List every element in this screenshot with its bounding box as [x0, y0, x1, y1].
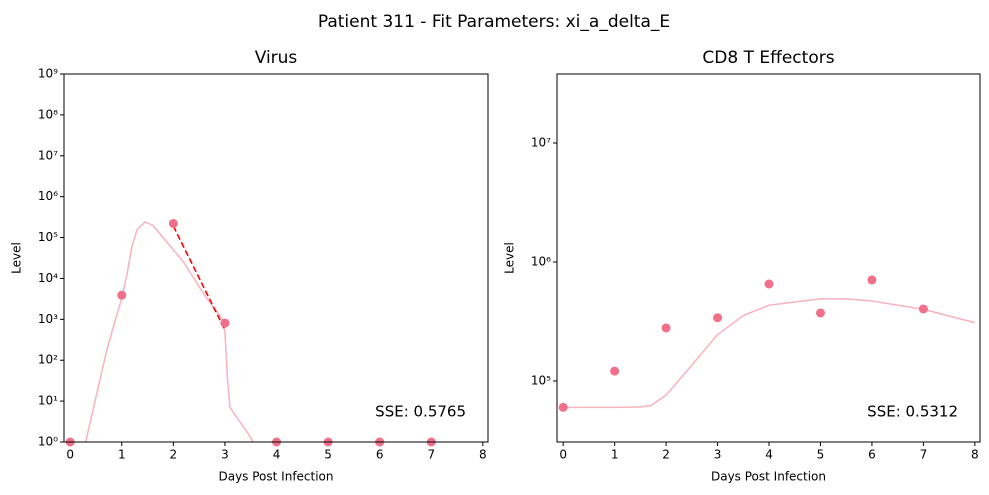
- fit-line: [563, 298, 976, 409]
- data-point: [558, 402, 568, 412]
- x-tick-label: 5: [324, 448, 332, 462]
- x-tick-label: 4: [273, 448, 281, 462]
- x-tick-label: 8: [479, 448, 487, 462]
- data-point: [610, 366, 620, 376]
- y-tick-label: 10⁷: [531, 135, 551, 149]
- y-axis-label: Level: [503, 242, 517, 274]
- y-tick-label: 10⁵: [38, 230, 58, 244]
- axes-frame: [63, 73, 489, 443]
- y-tick-label: 10⁸: [38, 107, 58, 121]
- axes-frame: [556, 73, 981, 443]
- axes-title: Virus: [255, 48, 298, 68]
- figure-title: Patient 311 - Fit Parameters: xi_a_delta…: [318, 12, 670, 32]
- x-tick-label: 0: [559, 448, 567, 462]
- y-tick-label: 10⁵: [531, 373, 551, 387]
- x-tick-label: 6: [376, 448, 384, 462]
- data-point: [764, 279, 774, 289]
- data-point: [713, 313, 723, 323]
- data-point: [220, 318, 230, 328]
- x-axis-label: Days Post Infection: [218, 470, 333, 484]
- x-tick-label: 8: [971, 448, 979, 462]
- x-tick-label: 2: [662, 448, 670, 462]
- x-tick-label: 0: [66, 448, 74, 462]
- x-tick-label: 3: [714, 448, 722, 462]
- data-point: [117, 290, 127, 300]
- y-tick-label: 10⁶: [38, 189, 58, 203]
- y-tick-label: 10⁰: [38, 435, 58, 449]
- x-tick-label: 7: [920, 448, 928, 462]
- x-tick-label: 2: [170, 448, 178, 462]
- x-tick-label: 7: [427, 448, 435, 462]
- x-tick-label: 6: [868, 448, 876, 462]
- data-point: [815, 308, 825, 318]
- x-tick-label: 5: [817, 448, 825, 462]
- y-tick-label: 10⁹: [38, 67, 58, 81]
- x-tick-label: 1: [118, 448, 126, 462]
- data-point: [168, 219, 178, 229]
- y-tick-label: 10⁶: [531, 254, 551, 268]
- axes-title: CD8 T Effectors: [702, 48, 834, 68]
- y-tick-label: 10⁴: [38, 271, 58, 285]
- x-axis-label: Days Post Infection: [711, 470, 826, 484]
- dashed-line: [172, 225, 226, 331]
- x-tick-label: 3: [221, 448, 229, 462]
- y-tick-label: 10⁷: [38, 148, 58, 162]
- y-tick-label: 10²: [38, 353, 58, 367]
- x-tick-label: 1: [611, 448, 619, 462]
- data-point: [867, 275, 877, 285]
- fit-line: [84, 221, 254, 442]
- data-point: [661, 323, 671, 333]
- data-point: [918, 304, 928, 314]
- y-tick-label: 10¹: [38, 394, 58, 408]
- annotation: SSE: 0.5312: [867, 403, 958, 421]
- y-axis-label: Level: [10, 242, 24, 274]
- y-tick-label: 10³: [38, 312, 58, 326]
- annotation: SSE: 0.5765: [375, 403, 466, 421]
- x-tick-label: 4: [765, 448, 773, 462]
